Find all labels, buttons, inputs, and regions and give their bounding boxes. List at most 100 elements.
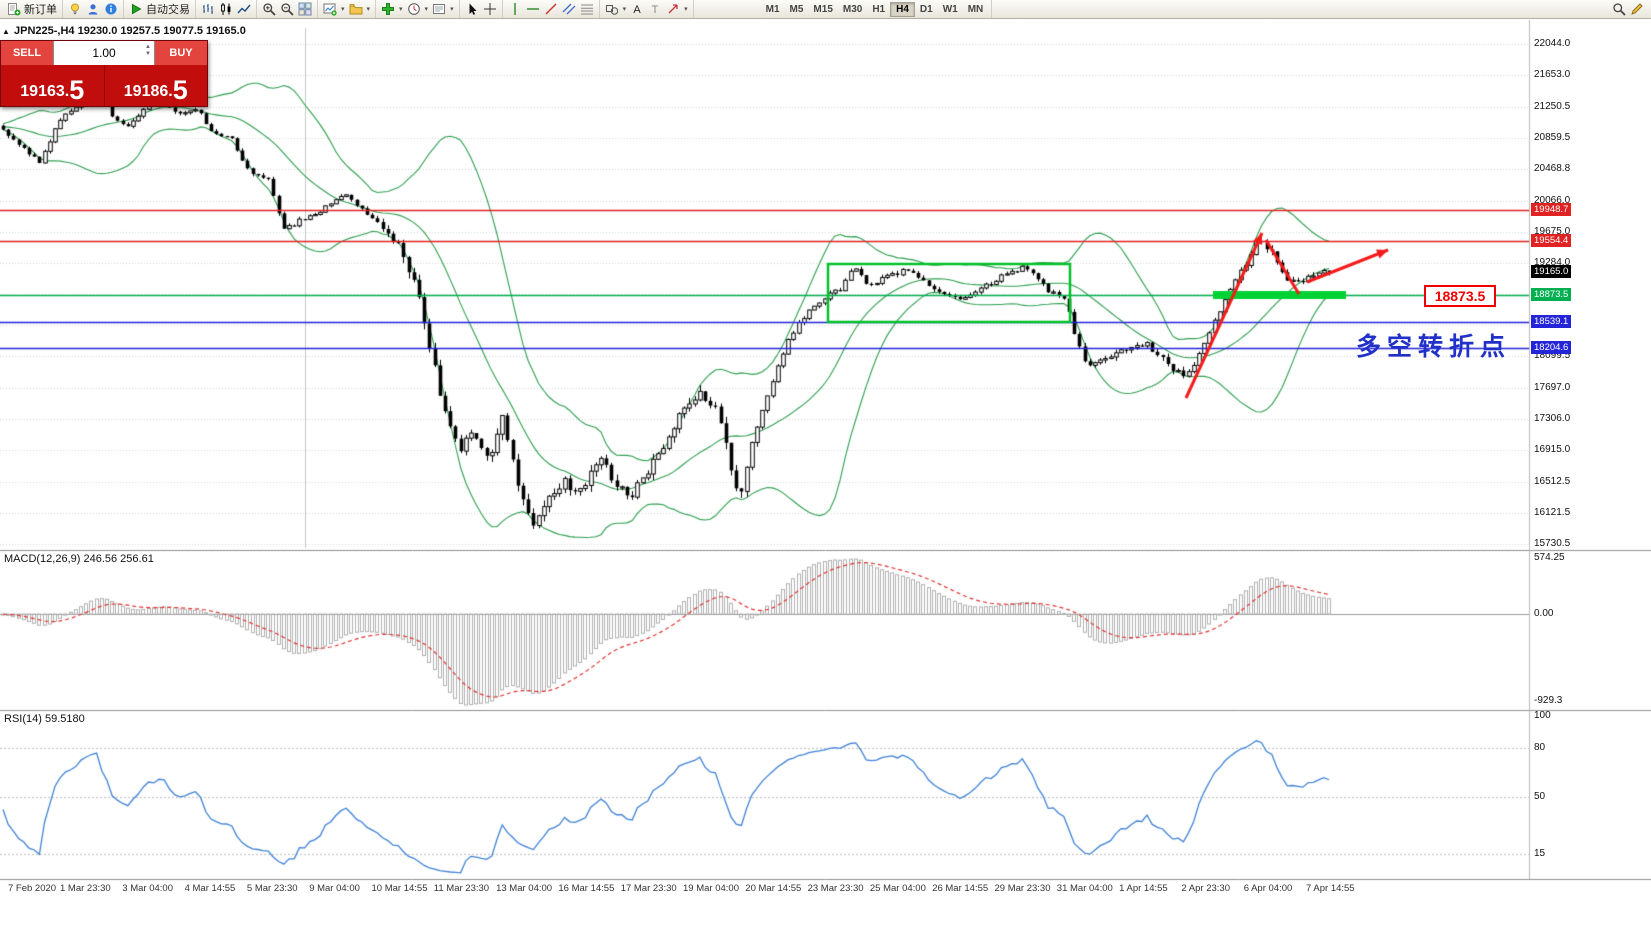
button-label: 新订单	[24, 4, 57, 16]
search-icon	[1612, 2, 1626, 16]
timeframe-m15-button[interactable]: M15	[813, 3, 833, 15]
new-chart-icon	[323, 2, 337, 16]
turning-point-label: 多空转折点	[1356, 333, 1512, 361]
toolbar-group	[460, 0, 503, 18]
timeframe-d1-button[interactable]: D1	[919, 3, 933, 15]
channel-icon	[562, 2, 576, 16]
chart-collapse-icon[interactable]: ▲	[2, 27, 10, 36]
volume-input[interactable]: 1.00 ▲ ▼	[53, 41, 155, 65]
vertical-line-button[interactable]	[506, 1, 524, 18]
toolbar-group	[63, 0, 124, 18]
toolbar-group: 自动交易	[124, 0, 196, 18]
periods-button[interactable]: ▾	[405, 1, 431, 18]
dropdown-arrow-icon[interactable]: ▾	[450, 6, 454, 13]
timeframe-mn-button[interactable]: MN	[967, 3, 984, 15]
volume-value: 1.00	[92, 46, 116, 60]
cursor-button[interactable]	[463, 1, 481, 18]
dropdown-arrow-icon[interactable]: ▾	[341, 6, 345, 13]
timeframe-w1-button[interactable]: W1	[942, 3, 958, 15]
settings-icon	[432, 2, 446, 16]
crosshair-button[interactable]	[481, 1, 499, 18]
hline-icon	[526, 2, 540, 16]
dropdown-arrow-icon[interactable]: ▾	[366, 6, 371, 13]
svg-text:T: T	[652, 4, 659, 16]
charts-tip-button[interactable]	[66, 1, 84, 18]
new-order-icon	[7, 2, 21, 16]
profile-button[interactable]	[84, 1, 102, 18]
candles-icon	[219, 2, 233, 16]
main-toolbar: 新订单 自动交易 ▾ ▾ ▾ ▾ ▾ ▾ A T ▾ M1 M5 M15 M30 H1 H4 D1 W1 MN	[0, 0, 1651, 19]
macd-header: MACD(12,26,9) 246.56 256.61	[4, 553, 154, 565]
fibonacci-button[interactable]	[578, 1, 596, 18]
label-button[interactable]: T	[646, 1, 664, 18]
timeframe-m5-button[interactable]: M5	[789, 3, 804, 15]
sell-price-pips: 5	[69, 74, 85, 105]
search-button[interactable]	[1610, 1, 1628, 18]
candlestick-chart-button[interactable]	[217, 1, 235, 18]
spinner-down-icon[interactable]: ▼	[145, 51, 151, 58]
toolbar-group	[257, 0, 318, 18]
dropdown-arrow-icon[interactable]: ▾	[399, 6, 403, 13]
zoom-out-button[interactable]	[278, 1, 296, 18]
channel-button[interactable]	[560, 1, 578, 18]
sell-button[interactable]: SELL	[1, 41, 53, 65]
label-t-icon: T	[648, 2, 662, 16]
toolbar-group: 新订单	[2, 0, 63, 18]
buy-price[interactable]: 19186. 5	[105, 65, 208, 106]
sell-price[interactable]: 19163. 5	[1, 65, 105, 106]
arrow-tools-button[interactable]: ▾	[664, 1, 690, 18]
vline-icon	[508, 2, 522, 16]
dropdown-arrow-icon[interactable]: ▾	[424, 6, 429, 13]
indicators-button[interactable]: ▾	[379, 1, 405, 18]
profiles-button[interactable]: ▾	[347, 1, 373, 18]
button-label: 自动交易	[146, 4, 190, 16]
timeframe-m1-button[interactable]: M1	[765, 3, 780, 15]
toolbar-right-group	[1607, 0, 1649, 18]
new-order-button[interactable]: 新订单	[5, 1, 59, 18]
svg-text:A: A	[633, 4, 641, 16]
cursor-icon	[465, 2, 479, 16]
edit-button[interactable]	[1628, 1, 1646, 18]
one-click-trading-panel: SELL 1.00 ▲ ▼ BUY 19163. 5 19186. 5	[0, 40, 208, 107]
arrows-icon	[666, 2, 680, 16]
indicators-icon	[381, 2, 395, 16]
timeframe-h1-button[interactable]: H1	[872, 3, 886, 15]
auto-trading-button[interactable]: 自动交易	[127, 1, 192, 18]
play-icon	[129, 2, 143, 16]
lightbulb-icon	[68, 2, 82, 16]
profile-icon	[86, 2, 100, 16]
tile-windows-button[interactable]	[296, 1, 314, 18]
buy-price-pips: 5	[172, 74, 188, 105]
shapes-button[interactable]: ▾	[603, 1, 629, 18]
trendline-button[interactable]	[542, 1, 560, 18]
chart-settings-button[interactable]: ▾	[430, 1, 456, 18]
new-chart-button[interactable]: ▾	[321, 1, 347, 18]
tile-icon	[298, 2, 312, 16]
spinner-up-icon[interactable]: ▲	[145, 44, 151, 50]
buy-button[interactable]: BUY	[155, 41, 207, 65]
text-button[interactable]: A	[628, 1, 646, 18]
bar-chart-button[interactable]	[199, 1, 217, 18]
volume-spinner[interactable]: ▲ ▼	[145, 44, 151, 58]
text-a-icon: A	[630, 2, 644, 16]
dropdown-arrow-icon[interactable]: ▾	[622, 6, 627, 13]
pencil-icon	[1630, 2, 1644, 16]
horizontal-line-button[interactable]	[524, 1, 542, 18]
timeframe-toolbar: M1 M5 M15 M30 H1 H4 D1 W1 MN	[758, 0, 993, 18]
sell-price-main: 19163.	[20, 83, 70, 100]
rsi-header: RSI(14) 59.5180	[4, 713, 85, 725]
zoom-out-icon	[280, 2, 294, 16]
dropdown-arrow-icon[interactable]: ▾	[684, 6, 688, 13]
price-annotation-box[interactable]: 18873.5	[1424, 285, 1496, 307]
buy-price-main: 19186.	[123, 83, 173, 100]
timeframe-m30-button[interactable]: M30	[842, 3, 863, 15]
chart-title: JPN225-,H4 19230.0 19257.5 19077.5 19165…	[14, 25, 246, 37]
toolbar-group	[503, 0, 600, 18]
info-button[interactable]	[102, 1, 120, 18]
line-chart-button[interactable]	[235, 1, 253, 18]
toolbar-group: ▾ ▾ ▾	[376, 0, 460, 18]
zoom-in-button[interactable]	[260, 1, 278, 18]
crosshair-icon	[483, 2, 497, 16]
timeframe-h4-button[interactable]: H4	[890, 1, 915, 17]
